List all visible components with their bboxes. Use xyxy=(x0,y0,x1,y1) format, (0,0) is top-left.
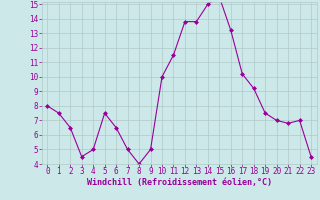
X-axis label: Windchill (Refroidissement éolien,°C): Windchill (Refroidissement éolien,°C) xyxy=(87,178,272,187)
